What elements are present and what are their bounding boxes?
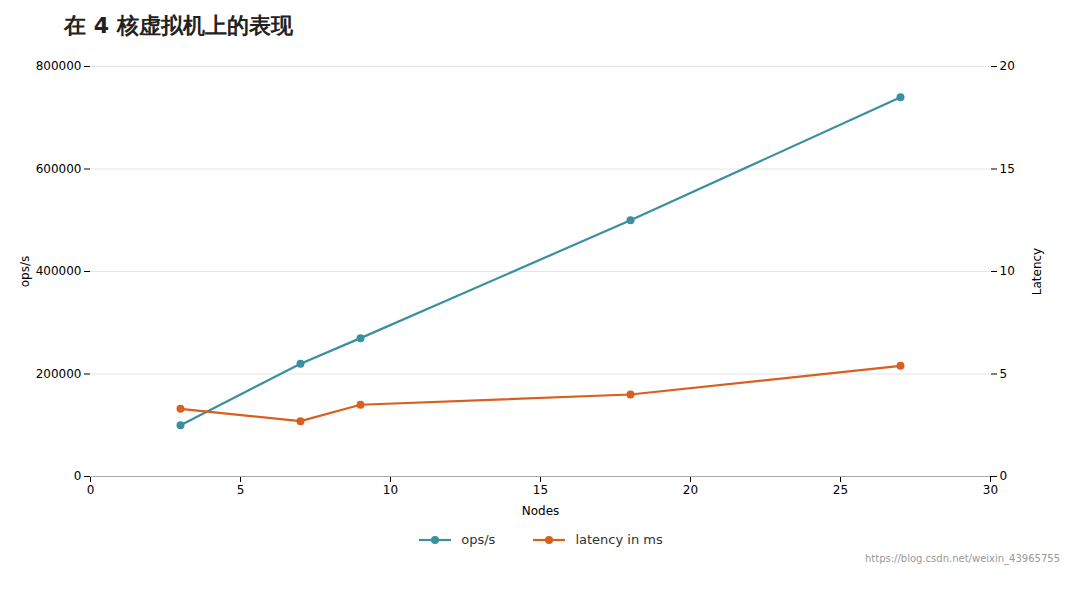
svg-text:0: 0 bbox=[87, 483, 95, 497]
html-text:latency in ms: latency in ms bbox=[575, 532, 663, 547]
html-text:ops/s: ops/s bbox=[461, 532, 496, 547]
svg-text:15: 15 bbox=[1000, 162, 1015, 176]
svg-text:800000: 800000 bbox=[36, 59, 82, 73]
svg-text:20: 20 bbox=[1000, 59, 1015, 73]
svg-text:0: 0 bbox=[1000, 469, 1008, 483]
html-text:https://blog.csdn.net/weixin_4: https://blog.csdn.net/weixin_43965755 bbox=[865, 553, 1060, 564]
html-text:在 4 核虚拟机上的表现: 在 4 核虚拟机上的表现 bbox=[64, 13, 293, 38]
svg-text:30: 30 bbox=[983, 483, 998, 497]
svg-text:Nodes: Nodes bbox=[522, 504, 560, 518]
svg-text:400000: 400000 bbox=[36, 264, 82, 278]
svg-text:10: 10 bbox=[383, 483, 398, 497]
svg-text:25: 25 bbox=[833, 483, 848, 497]
svg-text:10: 10 bbox=[1000, 264, 1015, 278]
svg-text:5: 5 bbox=[1000, 367, 1008, 381]
svg-text:600000: 600000 bbox=[36, 162, 82, 176]
svg-text:200000: 200000 bbox=[36, 367, 82, 381]
svg-text:0: 0 bbox=[74, 469, 82, 483]
svg-text:20: 20 bbox=[683, 483, 698, 497]
svg-text:15: 15 bbox=[533, 483, 548, 497]
svg-text:Latency: Latency bbox=[1030, 248, 1044, 295]
svg-text:5: 5 bbox=[237, 483, 245, 497]
svg-text:ops/s: ops/s bbox=[18, 256, 32, 288]
